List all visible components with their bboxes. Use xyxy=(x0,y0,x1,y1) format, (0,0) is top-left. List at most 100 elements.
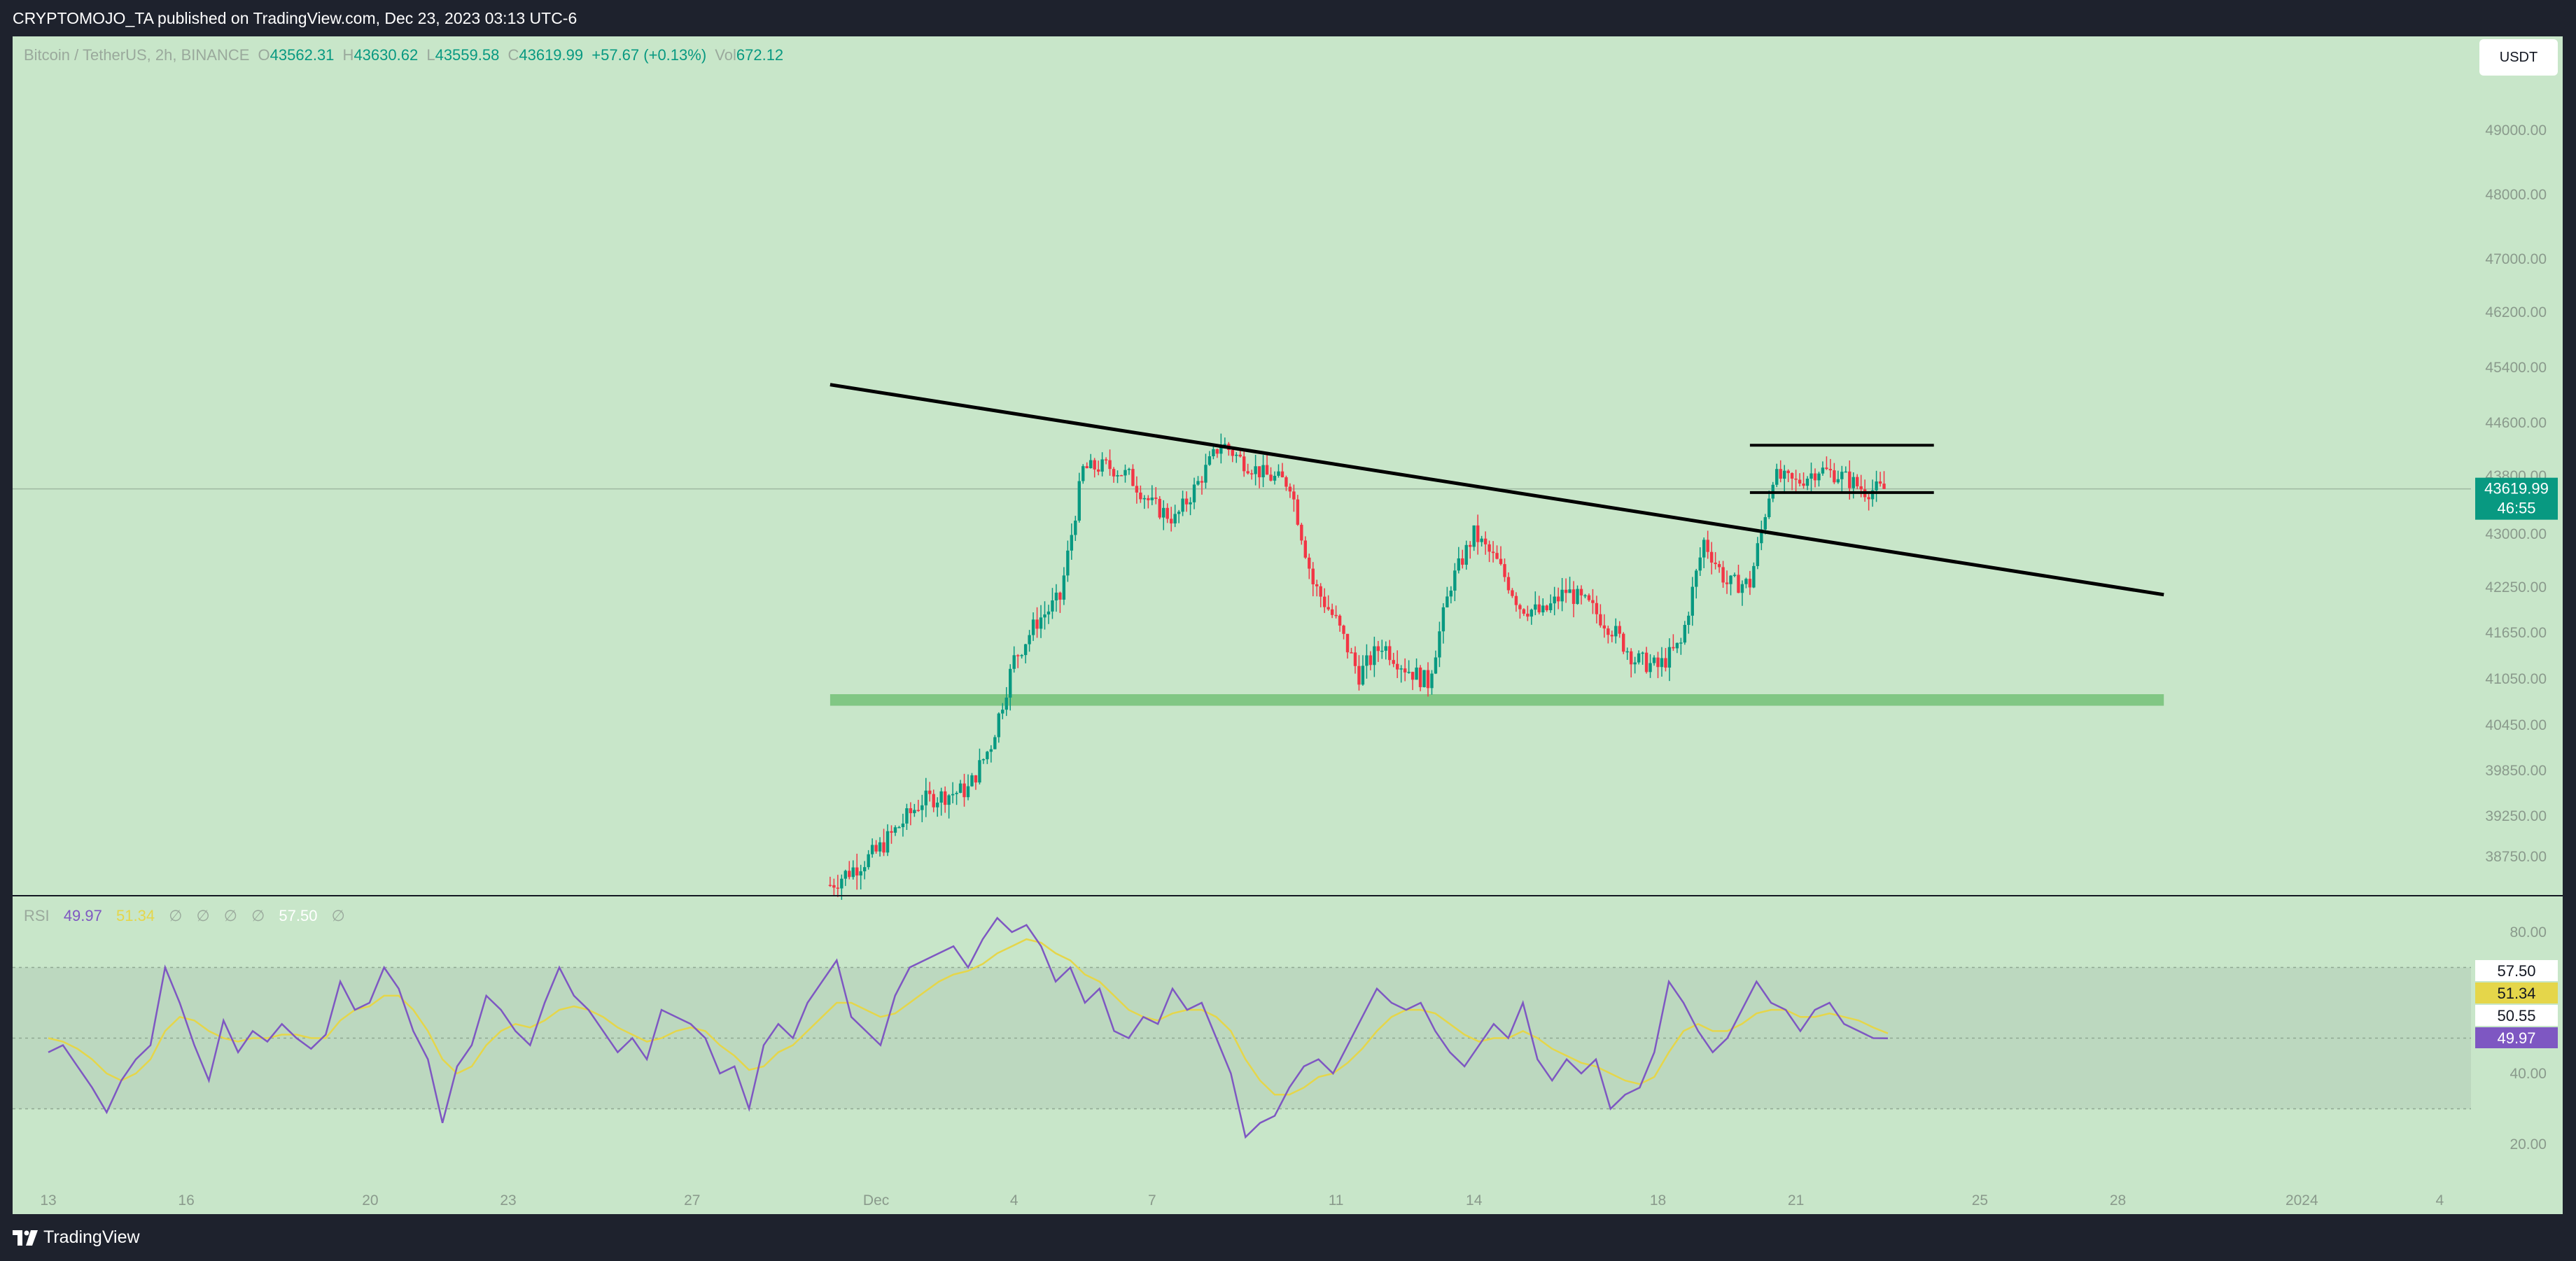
candle-body xyxy=(1679,642,1683,644)
close-value: 43619.99 xyxy=(519,46,584,64)
candle-body xyxy=(1410,672,1415,680)
candle-body xyxy=(1322,596,1326,607)
candle-body xyxy=(970,775,974,787)
candle-body xyxy=(1415,667,1418,680)
candle-body xyxy=(1687,615,1690,626)
candle-body xyxy=(1342,625,1345,634)
candle-body xyxy=(1058,592,1062,600)
candle-body xyxy=(1740,584,1744,593)
candle-body xyxy=(1870,490,1875,500)
candle-body xyxy=(1181,498,1184,512)
candle-body xyxy=(1407,672,1410,673)
candle-body xyxy=(1522,609,1526,614)
candle-body xyxy=(878,842,882,852)
candle-body xyxy=(1706,540,1709,552)
rsi-upper-band-value: 57.50 xyxy=(279,907,318,924)
candle-body xyxy=(1794,478,1798,480)
candle-body xyxy=(1672,647,1675,649)
candle-body xyxy=(1737,575,1740,593)
rsi-label: RSI xyxy=(24,907,50,924)
candle-body xyxy=(928,790,932,794)
candle-body xyxy=(1001,710,1004,714)
candle-body xyxy=(870,845,874,854)
candle-body xyxy=(1534,604,1537,610)
price-axis: 49000.00 48000.00 47000.00 46200.00 45400.00… xyxy=(2485,122,2547,1153)
candle-body xyxy=(1599,614,1602,626)
candle-body xyxy=(1108,460,1112,470)
candle-body xyxy=(932,794,935,808)
candle-body xyxy=(1093,460,1096,470)
candle-body xyxy=(1641,652,1644,654)
candle-body xyxy=(1223,444,1227,446)
candle-body xyxy=(1043,614,1046,618)
tradingview-logo-icon xyxy=(13,1230,38,1246)
candle-body xyxy=(1054,592,1058,600)
candle-body xyxy=(1124,470,1127,476)
candle-body xyxy=(997,713,1000,738)
candle-body xyxy=(828,885,832,887)
chart-canvas[interactable]: 49000.00 48000.00 47000.00 46200.00 45400.00… xyxy=(13,36,2563,1214)
candle-body xyxy=(1775,469,1779,485)
candle-body xyxy=(1353,652,1357,666)
candle-body xyxy=(1334,614,1338,617)
candle-body xyxy=(1518,605,1522,610)
rsi-tick-label: 40.00 xyxy=(2510,1066,2547,1082)
candle-body xyxy=(1633,662,1637,665)
candle-body xyxy=(924,790,927,805)
candle-body xyxy=(1028,635,1031,644)
candle-body xyxy=(920,805,924,810)
time-axis: 13 16 20 23 27 Dec 4 7 11 14 18 21 25 28 2024 4 xyxy=(40,1192,2444,1209)
candle-body xyxy=(1629,651,1633,665)
candle-body xyxy=(1867,497,1870,500)
price-tick-label: 45400.00 xyxy=(2485,360,2547,376)
candle-body xyxy=(1231,449,1234,456)
candle-body xyxy=(897,826,901,829)
candle-body xyxy=(1583,595,1587,597)
time-tick-label: 4 xyxy=(2436,1192,2444,1209)
candle-body xyxy=(1625,651,1629,653)
candle-body xyxy=(1856,477,1859,486)
candle-body xyxy=(1208,456,1212,465)
candle-body xyxy=(1664,658,1667,668)
candle-body xyxy=(859,871,862,876)
candle-body xyxy=(1549,603,1553,610)
candle-body xyxy=(939,791,943,803)
footer-brand[interactable]: TradingView xyxy=(13,1227,140,1248)
time-tick-label: 14 xyxy=(1466,1192,1483,1209)
candle-body xyxy=(1158,498,1161,518)
candle-body xyxy=(1622,633,1625,652)
chart-frame[interactable]: 49000.00 48000.00 47000.00 46200.00 45400.00… xyxy=(13,36,2563,1214)
rsi-value: 49.97 xyxy=(63,907,102,924)
trendline xyxy=(830,383,2164,597)
brand-name: TradingView xyxy=(43,1227,140,1247)
candle-body xyxy=(1748,579,1752,588)
open-value: 43562.31 xyxy=(270,46,335,64)
candle-body xyxy=(1614,626,1618,637)
candle-body xyxy=(1300,524,1303,541)
candle-body xyxy=(1265,465,1269,475)
candle-body xyxy=(1082,466,1085,481)
candle-body xyxy=(1729,575,1732,584)
candle-body xyxy=(1782,470,1786,479)
price-tick-label: 39250.00 xyxy=(2485,808,2547,824)
candle-body xyxy=(1763,517,1767,530)
currency-button[interactable]: USDT xyxy=(2479,39,2558,76)
candle-body xyxy=(855,867,859,876)
time-tick-label: 16 xyxy=(178,1192,194,1209)
candle-body xyxy=(1089,460,1093,469)
candle-body xyxy=(848,871,851,878)
candle-body xyxy=(1261,465,1265,478)
change-value: +57.67 (+0.13%) xyxy=(592,46,707,64)
rsi-tick-label: 20.00 xyxy=(2510,1136,2547,1153)
rsi-placeholder: ∅ xyxy=(223,907,237,924)
candle-body xyxy=(1488,544,1491,552)
candle-body xyxy=(1173,514,1177,523)
candle-body xyxy=(1162,507,1166,518)
candle-body xyxy=(1572,589,1576,605)
candle-body xyxy=(1564,589,1568,593)
candle-body xyxy=(1683,625,1687,643)
candle-body xyxy=(1250,473,1254,474)
candle-body xyxy=(1568,589,1572,593)
candle-body xyxy=(1499,558,1503,565)
candle-body xyxy=(1667,647,1672,668)
